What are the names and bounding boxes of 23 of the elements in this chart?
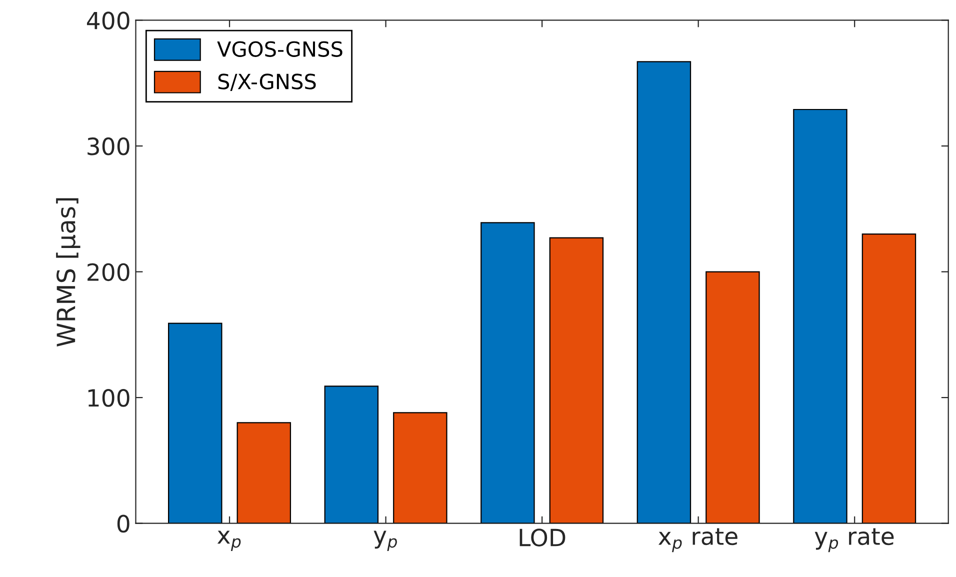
bar bbox=[393, 412, 448, 524]
bar bbox=[480, 222, 535, 524]
x-tick-label: x$_{p}$ rate bbox=[658, 528, 738, 552]
y-tick-label: 0 bbox=[117, 514, 130, 533]
y-tick-label: 400 bbox=[86, 12, 130, 30]
y-tick-label: 200 bbox=[88, 263, 130, 282]
bar bbox=[236, 422, 292, 524]
x-tick-label: x$_{p}$ bbox=[217, 530, 241, 551]
bar bbox=[168, 322, 222, 524]
bar bbox=[636, 61, 692, 524]
bar bbox=[793, 108, 848, 524]
bar bbox=[324, 386, 379, 524]
bar bbox=[862, 233, 916, 524]
y-tick-label: 300 bbox=[88, 137, 130, 156]
x-tick-label: LOD bbox=[520, 528, 566, 546]
bar bbox=[549, 237, 604, 524]
x-tick-label: y$_{p}$ rate bbox=[814, 528, 894, 552]
y-axis-title: WRMS [μas] bbox=[56, 198, 80, 347]
y-tick-label: 100 bbox=[88, 389, 130, 407]
x-tick-label: y$_{p}$ bbox=[374, 530, 397, 551]
legend-label: S/X-GNSS bbox=[218, 74, 316, 92]
bar bbox=[706, 271, 760, 524]
legend-label: VGOS-GNSS bbox=[217, 41, 342, 57]
